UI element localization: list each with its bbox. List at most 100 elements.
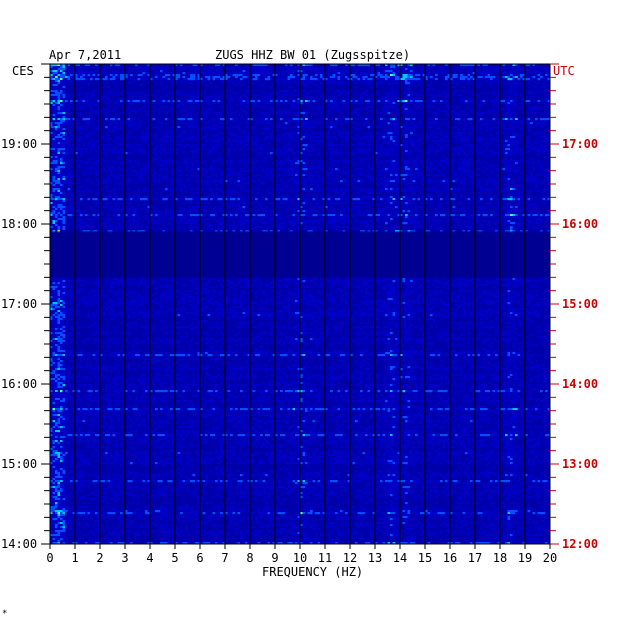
spectrogram-cell xyxy=(387,82,391,85)
spectrogram-cell xyxy=(352,154,356,157)
spectrogram-cell xyxy=(465,140,468,143)
spectrogram-cell xyxy=(437,94,441,97)
spectrogram-cell xyxy=(500,162,503,165)
spectrogram-cell xyxy=(385,152,388,155)
spectrogram-cell xyxy=(105,86,108,89)
spectrogram-cell xyxy=(287,78,291,81)
spectrogram-cell xyxy=(452,112,456,115)
spectrogram-cell xyxy=(232,138,236,141)
spectrogram-cell xyxy=(102,160,106,163)
spectrogram-cell xyxy=(497,126,501,129)
spectrogram-cell xyxy=(177,120,181,123)
spectrogram-cell xyxy=(242,140,246,143)
spectrogram-cell xyxy=(527,122,531,125)
spectrogram-cell xyxy=(125,134,128,137)
spectrogram-cell xyxy=(357,180,361,183)
spectrogram-cell xyxy=(290,76,293,79)
spectrogram-cell xyxy=(402,74,406,77)
spectrogram-cell xyxy=(280,152,283,155)
spectrogram-cell xyxy=(210,168,213,171)
spectrogram-cell xyxy=(362,150,366,153)
spectrogram-cell xyxy=(137,126,141,129)
spectrogram-cell xyxy=(450,76,453,79)
spectrogram-cell xyxy=(350,176,353,179)
spectrogram-cell xyxy=(465,166,468,169)
spectrogram-cell xyxy=(482,74,486,77)
spectrogram-cell xyxy=(55,70,58,73)
spectrogram-cell xyxy=(57,74,61,77)
spectrogram-cell xyxy=(212,168,216,171)
spectrogram-cell xyxy=(125,64,128,67)
spectrogram-cell xyxy=(87,142,91,145)
spectrogram-cell xyxy=(70,150,73,153)
spectrogram-cell xyxy=(85,66,88,69)
spectrogram-cell xyxy=(277,78,281,81)
spectrogram-cell xyxy=(252,104,256,107)
spectrogram-cell xyxy=(505,180,508,183)
spectrogram-cell xyxy=(160,96,163,99)
spectrogram-cell xyxy=(482,112,486,115)
spectrogram-cell xyxy=(520,160,523,163)
spectrogram-cell xyxy=(497,94,501,97)
spectrogram-cell xyxy=(145,100,148,103)
spectrogram-cell xyxy=(412,118,416,121)
spectrogram-cell xyxy=(67,94,71,97)
spectrogram-cell xyxy=(172,136,176,139)
spectrogram-cell xyxy=(227,148,231,151)
spectrogram-cell xyxy=(540,172,543,175)
spectrogram-cell xyxy=(400,106,403,109)
spectrogram-cell xyxy=(462,160,466,163)
spectrogram-cell xyxy=(452,64,456,67)
spectrogram-cell xyxy=(477,104,481,107)
spectrogram-cell xyxy=(290,102,293,105)
spectrogram-cell xyxy=(442,166,446,169)
spectrogram-cell xyxy=(220,158,223,161)
spectrogram-cell xyxy=(192,92,196,95)
spectrogram-cell xyxy=(365,76,368,79)
spectrogram-cell xyxy=(445,124,448,127)
spectrogram-cell xyxy=(100,168,103,171)
spectrogram-cell xyxy=(312,126,316,129)
spectrogram-cell xyxy=(222,112,226,115)
spectrogram-cell xyxy=(60,92,63,95)
spectrogram-cell xyxy=(57,120,61,123)
spectrogram-cell xyxy=(305,76,308,79)
spectrogram-cell xyxy=(125,96,128,99)
spectrogram-cell xyxy=(147,136,151,139)
spectrogram-cell xyxy=(312,74,316,77)
spectrogram-cell xyxy=(57,106,61,109)
spectrogram-cell xyxy=(175,76,178,79)
spectrogram-cell xyxy=(392,108,396,111)
spectrogram-cell xyxy=(185,130,188,133)
spectrogram-cell xyxy=(445,94,448,97)
spectrogram-cell xyxy=(152,176,156,179)
spectrogram-cell xyxy=(310,106,313,109)
spectrogram-cell xyxy=(417,148,421,151)
spectrogram-cell xyxy=(285,94,288,97)
spectrogram-cell xyxy=(410,150,413,153)
spectrogram-cell xyxy=(507,82,511,85)
spectrogram-cell xyxy=(470,162,473,165)
spectrogram-cell xyxy=(117,74,121,77)
spectrogram-cell xyxy=(377,76,381,79)
spectrogram-cell xyxy=(222,76,226,79)
spectrogram-cell xyxy=(167,74,171,77)
spectrogram-cell xyxy=(535,148,538,151)
spectrogram-cell xyxy=(105,144,108,147)
spectrogram-cell xyxy=(397,176,401,179)
spectrogram-cell xyxy=(445,160,448,163)
spectrogram-cell xyxy=(432,70,436,73)
spectrogram-cell xyxy=(95,178,98,181)
spectrogram-cell xyxy=(500,70,503,73)
spectrogram-cell xyxy=(172,148,176,151)
spectrogram-cell xyxy=(542,146,546,149)
spectrogram-cell xyxy=(270,176,273,179)
spectrogram-cell xyxy=(62,158,66,161)
spectrogram-cell xyxy=(55,128,58,131)
spectrogram-cell xyxy=(245,96,248,99)
spectrogram-cell xyxy=(67,96,71,99)
spectrogram-cell xyxy=(115,152,118,155)
spectrogram-cell xyxy=(537,72,541,75)
spectrogram-cell xyxy=(420,80,423,83)
spectrogram-cell xyxy=(267,174,271,177)
